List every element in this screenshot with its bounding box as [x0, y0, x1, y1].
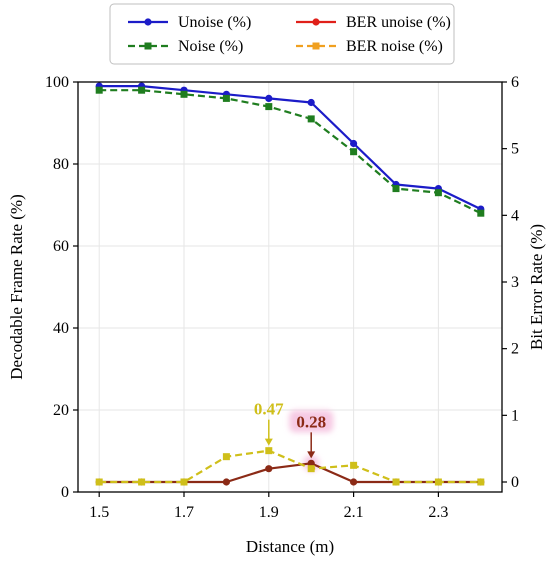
series-point-1 [138, 86, 146, 94]
legend-label-3: BER noise (%) [346, 38, 443, 55]
series-point-2 [222, 478, 230, 486]
legend-label-1: Noise (%) [178, 38, 243, 55]
legend-marker-3 [312, 42, 320, 50]
series-point-1 [95, 86, 103, 94]
legend-marker-0 [144, 18, 152, 26]
annotation-label: 0.47 [254, 400, 284, 419]
y-right-axis-label: Bit Error Rate (%) [527, 224, 546, 350]
series-point-0 [307, 98, 315, 107]
x-tick-label: 1.9 [259, 504, 279, 521]
series-point-3 [350, 461, 358, 469]
y-left-tick-label: 80 [53, 156, 69, 173]
plot-frame [77, 81, 503, 493]
series-point-0 [350, 139, 358, 148]
series-point-2 [350, 478, 358, 486]
legend-marker-2 [312, 18, 320, 26]
series-point-1 [222, 94, 230, 102]
y-right-tick-label: 4 [511, 207, 519, 224]
series-point-3 [95, 478, 103, 486]
series-point-3 [180, 478, 188, 486]
legend-label-2: BER unoise (%) [346, 14, 451, 31]
series-point-3 [392, 478, 400, 486]
series-line-1 [99, 89, 482, 215]
y-left-axis-label: Decodable Frame Rate (%) [7, 194, 26, 380]
y-right-tick-label: 1 [511, 407, 519, 424]
grid [78, 81, 502, 493]
series-point-1 [350, 148, 358, 156]
series-point-3 [477, 478, 485, 486]
axes: 1.5 1.7 1.9 2.1 2.3 0 20 40 60 80 100 0 1 2 3 4 5 6 [45, 74, 519, 521]
legend-label-0: Unoise (%) [178, 14, 251, 31]
legend-box [109, 3, 455, 65]
legend: Unoise (%) Noise (%) BER unoise (%) BER noi… [109, 3, 455, 65]
series-point-3 [138, 478, 146, 486]
x-tick-label: 1.5 [89, 504, 109, 521]
series-point-1 [392, 185, 400, 193]
series-point-1 [477, 209, 485, 217]
y-right-tick-label: 6 [511, 74, 519, 91]
series-line-0 [99, 84, 482, 211]
series-point-1 [307, 115, 315, 123]
series-point-2 [265, 465, 273, 473]
series-point-3 [434, 478, 442, 486]
y-right-tick-label: 0 [511, 474, 519, 491]
legend-marker-1 [144, 42, 152, 50]
series-point-3 [222, 453, 230, 461]
series-point-1 [434, 189, 442, 197]
series-point-3 [265, 447, 273, 455]
series-line-3 [99, 449, 481, 484]
series-point-0 [265, 94, 273, 102]
series-line-2 [99, 462, 481, 484]
series-layer [95, 82, 485, 486]
y-right-tick-label: 5 [511, 141, 519, 158]
series-point-3 [307, 465, 315, 473]
y-left-tick-label: 60 [53, 238, 69, 255]
y-right-tick-label: 2 [511, 341, 519, 358]
annotation-arrow-head [307, 451, 316, 459]
x-tick-label: 1.7 [174, 504, 194, 521]
x-tick-label: 2.1 [344, 504, 364, 521]
x-tick-label: 2.3 [428, 504, 448, 521]
annotation-arrow-head [264, 438, 273, 446]
series-point-1 [265, 103, 273, 111]
x-axis-label: Distance (m) [246, 537, 334, 556]
y-left-tick-label: 100 [45, 74, 69, 91]
annotations: 0.47 0.28 [254, 400, 334, 459]
series-point-2 [307, 459, 315, 467]
y-left-tick-label: 0 [61, 484, 69, 501]
y-left-tick-label: 40 [53, 320, 69, 337]
y-left-tick-label: 20 [53, 402, 69, 419]
series-point-1 [180, 90, 188, 98]
annotation-highlight [289, 410, 334, 433]
annotation-label: 0.28 [296, 412, 326, 431]
y-right-tick-label: 3 [511, 274, 519, 291]
